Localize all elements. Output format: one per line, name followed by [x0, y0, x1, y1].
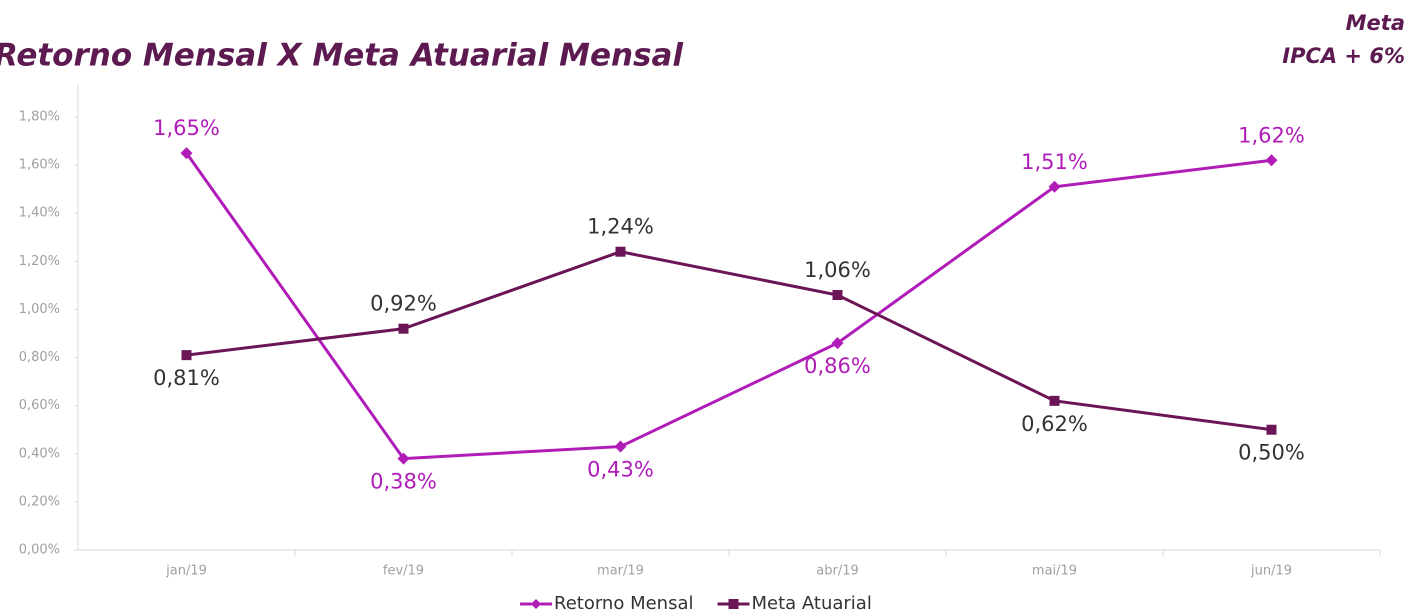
y-tick-label: 1,80%: [19, 110, 60, 125]
data-label: 0,86%: [804, 354, 871, 378]
data-label: 1,24%: [587, 215, 654, 239]
point: [397, 452, 410, 465]
x-tick-label: mai/19: [1032, 564, 1077, 579]
data-label: 1,65%: [153, 116, 220, 140]
data-label: 0,92%: [370, 292, 437, 316]
series-line: [185, 152, 1272, 461]
data-label: 1,06%: [804, 258, 871, 282]
data-label: 0,62%: [1021, 412, 1088, 436]
data-label: 0,81%: [153, 366, 220, 390]
series-line: [186, 250, 1272, 432]
data-label: 0,38%: [370, 470, 437, 494]
point: [398, 323, 409, 334]
point: [1049, 395, 1060, 406]
y-tick-label: 1,20%: [19, 254, 60, 269]
data-label: 1,62%: [1238, 123, 1305, 147]
y-tick-label: 1,00%: [19, 302, 60, 317]
point: [614, 440, 627, 453]
legend-marker: [531, 599, 541, 609]
data-label: 0,43%: [587, 458, 654, 482]
x-tick-label: jun/19: [1250, 564, 1292, 579]
point: [1265, 154, 1278, 167]
legend-marker: [728, 599, 739, 609]
annotation: Meta: [1346, 11, 1405, 35]
y-tick-label: 1,40%: [19, 206, 60, 221]
y-tick-label: 0,80%: [19, 350, 60, 365]
point: [180, 147, 193, 160]
point: [615, 246, 626, 257]
y-tick-label: 0,20%: [19, 494, 60, 509]
y-tick-label: 0,40%: [19, 446, 60, 461]
y-tick-label: 0,60%: [19, 398, 60, 413]
x-tick-label: mar/19: [597, 564, 644, 579]
y-tick-label: 0,00%: [19, 543, 60, 558]
legend-label: Retorno Mensal: [554, 593, 694, 611]
point: [181, 350, 192, 361]
chart-title: Retorno Mensal X Meta Atuarial Mensal: [0, 38, 683, 74]
x-tick-label: jan/19: [165, 564, 207, 579]
annotation: IPCA + 6%: [1282, 44, 1405, 68]
data-label: 1,51%: [1021, 150, 1088, 174]
y-tick-label: 1,60%: [19, 158, 60, 173]
legend-label: Meta Atuarial: [752, 593, 872, 611]
point: [1266, 424, 1277, 435]
point: [1048, 180, 1061, 193]
point: [832, 290, 843, 301]
x-tick-label: abr/19: [816, 564, 859, 579]
x-tick-label: fev/19: [383, 564, 424, 579]
data-label: 0,50%: [1238, 441, 1305, 465]
point: [831, 337, 844, 350]
